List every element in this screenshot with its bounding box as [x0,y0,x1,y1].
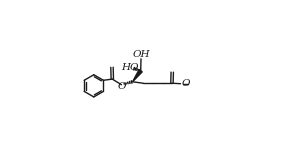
Polygon shape [132,70,142,82]
Text: O: O [181,79,190,88]
Text: O: O [118,82,126,91]
Text: HO: HO [121,63,139,72]
Text: OH: OH [133,50,150,59]
